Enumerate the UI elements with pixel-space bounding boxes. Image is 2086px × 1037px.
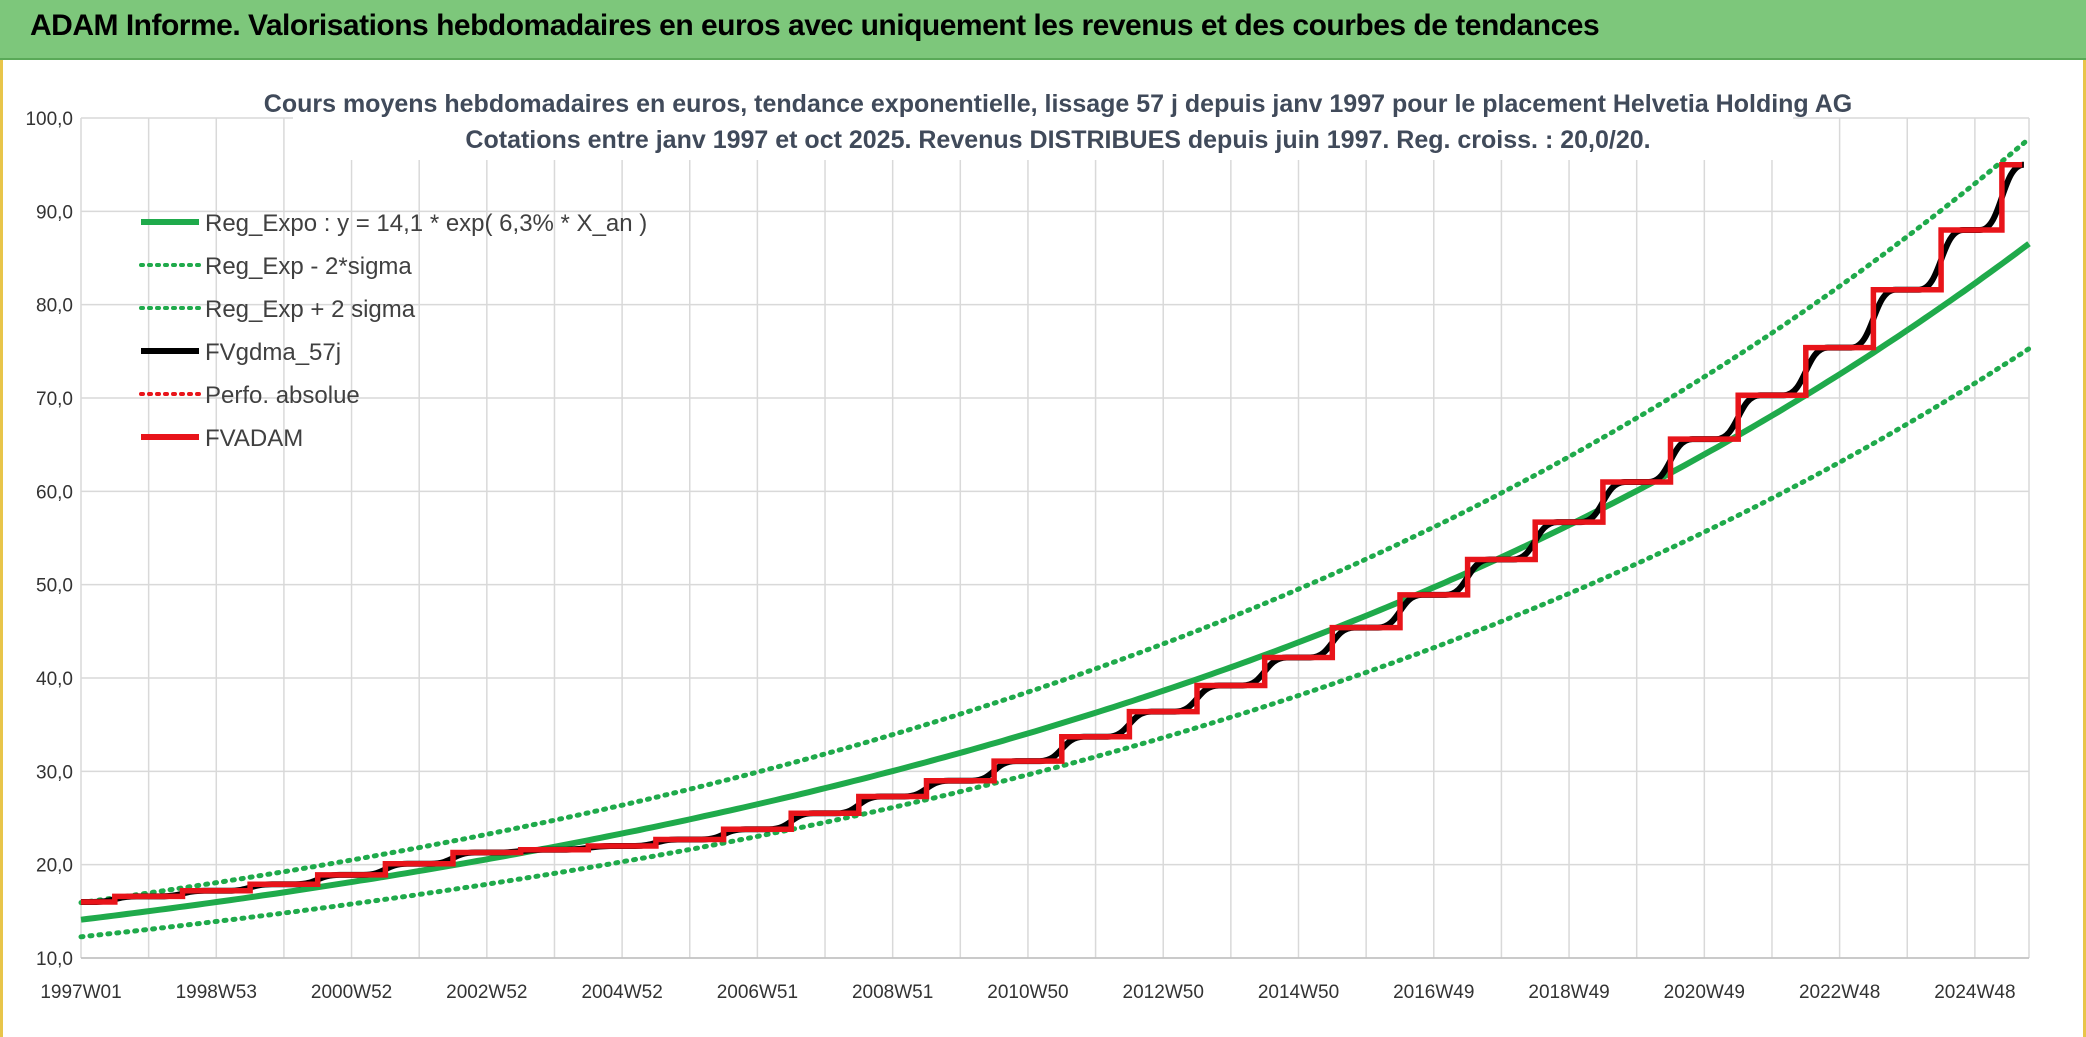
y-axis-ticks: 10,0 20,0 30,0 40,0 50,0 60,0 70,0 80,0 90,0 100,… [25,109,73,970]
legend-label: Reg_Exp - 2*sigma [205,253,412,280]
x-tick-label: 2000W52 [311,982,392,1003]
x-axis-ticks: 1997W01 1998W53 2000W52 2002W52 2004W52 2006W… [40,982,2015,1003]
report-banner: ADAM Informe. Valorisations hebdomadaire… [0,0,2086,60]
y-tick-label: 70,0 [36,389,73,410]
series-lines [78,136,2032,940]
legend-label: Reg_Exp + 2 sigma [205,296,416,323]
chart-subtitle: Cotations entre janv 1997 et oct 2025. R… [465,126,1650,154]
x-tick-label: 2024W48 [1934,982,2015,1003]
y-tick-label: 50,0 [36,576,73,597]
y-tick-label: 90,0 [36,202,73,223]
x-tick-label: 2002W52 [446,982,527,1003]
x-tick-label: 2022W48 [1799,982,1880,1003]
reg-exp-plus-2sigma-line [78,136,2032,906]
legend-label: Reg_Expo : y = 14,1 * exp( 6,3% * X_an ) [205,210,647,237]
y-tick-label: 10,0 [36,949,73,970]
reg-expo-line [80,241,2031,923]
y-tick-label: 30,0 [36,762,73,783]
x-tick-label: 2006W51 [717,982,798,1003]
x-tick-label: 2008W51 [852,982,933,1003]
x-tick-label: 1998W53 [176,982,257,1003]
legend-label: Perfo. absolue [205,382,360,409]
chart-title: Cours moyens hebdomadaires en euros, ten… [264,90,1852,118]
chart-frame: 10,0 20,0 30,0 40,0 50,0 60,0 70,0 80,0 90,0 100,… [0,60,2086,1037]
legend-label: FVADAM [205,425,303,452]
y-tick-label: 40,0 [36,669,73,690]
x-tick-label: 2010W50 [987,982,1068,1003]
report-title: ADAM Informe. Valorisations hebdomadaire… [30,9,1600,42]
x-tick-label: 2016W49 [1393,982,1474,1003]
y-tick-label: 100,0 [25,109,73,130]
x-tick-label: 2012W50 [1123,982,1204,1003]
legend-label: FVgdma_57j [205,339,341,366]
chart-title-background [293,84,1793,160]
y-tick-label: 60,0 [36,482,73,503]
grid-lines [80,117,2030,959]
y-tick-label: 80,0 [36,296,73,317]
y-tick-label: 20,0 [36,856,73,877]
fvadam-line [81,161,2023,905]
line-chart: 10,0 20,0 30,0 40,0 50,0 60,0 70,0 80,0 90,0 100,… [25,84,2032,1003]
reg-exp-minus-2sigma-line [78,346,2032,940]
legend: Reg_Expo : y = 14,1 * exp( 6,3% * X_an )… [139,210,647,452]
x-tick-label: 2018W49 [1528,982,1609,1003]
x-tick-label: 2004W52 [581,982,662,1003]
x-tick-label: 2020W49 [1664,982,1745,1003]
x-tick-label: 1997W01 [40,982,121,1003]
x-tick-label: 2014W50 [1258,982,1339,1003]
